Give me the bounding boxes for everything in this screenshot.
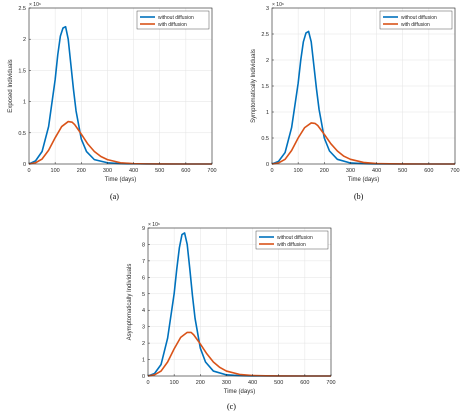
- panel-a-y-tick-label-1: 0.5: [18, 131, 26, 137]
- panel-b-x-tick-label-6: 600: [424, 168, 433, 174]
- panel-c-legend-label-with-diffusion: with diffusion: [277, 242, 306, 248]
- panel-b-y-tick-label-4: 2: [266, 58, 269, 64]
- panel-c-legend-label-without-diffusion: without diffusion: [277, 235, 313, 241]
- panel-b-x-axis-label: Time (days): [348, 177, 379, 183]
- panel-c-y-tick-label-3: 3: [142, 325, 145, 331]
- panel-b-x-tick-label-1: 100: [294, 168, 303, 174]
- panel-a-x-tick-label-6: 600: [181, 168, 190, 174]
- panel-a-x-tick-label-4: 400: [129, 168, 138, 174]
- panel-b-x-tick-label-7: 700: [450, 168, 459, 174]
- panel-caption-c: (c): [227, 402, 236, 411]
- panel-b-y-tick-label-5: 2.5: [261, 32, 269, 38]
- panel-caption-b: (b): [354, 192, 364, 201]
- panel-c-y-tick-label-2: 2: [142, 341, 145, 347]
- panel-c-x-tick-label-0: 0: [146, 380, 149, 386]
- panel-b-y-tick-label-3: 1.5: [261, 84, 269, 90]
- panel-c-y-axis-label: Asymptomatically Individuals: [127, 264, 133, 341]
- panel-b-y-tick-label-0: 0: [266, 162, 269, 168]
- panel-c-x-tick-label-5: 500: [274, 380, 283, 386]
- panel-a-plot-area: [29, 8, 212, 164]
- panel-c-exponent-label: × 10⁶: [148, 222, 160, 228]
- panel-a-x-tick-label-7: 700: [207, 168, 216, 174]
- panel-b-legend-label-with-diffusion: with diffusion: [401, 22, 430, 28]
- panel-a-x-tick-label-0: 0: [27, 168, 30, 174]
- panel-c-y-tick-label-1: 1: [142, 358, 145, 364]
- panel-c-y-tick-label-0: 0: [142, 374, 145, 380]
- panel-c-x-axis-label: Time (days): [224, 389, 255, 395]
- panel-b: 0 100 200 300 400 500 600 700 0 0.5 1 1.5 2 2.5 3× 10⁶…: [251, 2, 460, 183]
- panel-c-axes-box: [147, 227, 332, 377]
- panel-b-y-axis-label: Symptomatically Individuals: [251, 49, 257, 123]
- panel-b-x-tick-label-3: 300: [346, 168, 355, 174]
- panel-c: 0 100 200 300 400 500 600 700 0 1 2 3 4 5 6 7 8 9× 10⁶ Tim…: [127, 222, 336, 395]
- panel-c-x-tick-label-2: 200: [196, 380, 205, 386]
- panel-a-y-tick-label-4: 2: [23, 37, 26, 43]
- panel-b-x-tick-label-5: 500: [398, 168, 407, 174]
- panel-a-y-tick-label-2: 1: [23, 100, 26, 106]
- panel-a-y-axis-label: Exposed Individuals: [8, 59, 14, 112]
- panel-a-x-tick-label-1: 100: [51, 168, 60, 174]
- panel-a: 0 100 200 300 400 500 600 700 0 0.5 1 1.5 2 2.5× 10⁶ T…: [8, 2, 217, 183]
- panel-a-x-tick-label-3: 300: [103, 168, 112, 174]
- panel-c-y-tick-label-7: 7: [142, 259, 145, 265]
- panel-c-y-tick-label-9: 9: [142, 226, 145, 232]
- panel-c-x-tick-label-6: 600: [300, 380, 309, 386]
- panel-b-y-tick-label-6: 3: [266, 6, 269, 12]
- panel-b-x-tick-label-0: 0: [270, 168, 273, 174]
- panel-b-y-tick-label-1: 0.5: [261, 136, 269, 142]
- panel-b-legend-label-without-diffusion: without diffusion: [401, 15, 437, 21]
- panel-c-x-tick-label-4: 400: [248, 380, 257, 386]
- panel-c-x-tick-label-3: 300: [222, 380, 231, 386]
- panel-a-x-tick-label-2: 200: [77, 168, 86, 174]
- panel-c-y-tick-label-6: 6: [142, 275, 145, 281]
- panel-a-y-tick-label-3: 1.5: [18, 68, 26, 74]
- panel-a-y-tick-label-0: 0: [23, 162, 26, 168]
- panel-b-exponent-label: × 10⁶: [272, 2, 284, 8]
- panel-a-exponent-label: × 10⁶: [29, 2, 41, 8]
- panel-a-y-tick-label-5: 2.5: [18, 6, 26, 12]
- panel-caption-a: (a): [110, 192, 119, 201]
- panel-c-x-tick-label-1: 100: [170, 380, 179, 386]
- panel-a-axes-box: [28, 7, 213, 165]
- panel-a-x-axis-label: Time (days): [105, 177, 136, 183]
- panel-b-y-tick-label-2: 1: [266, 110, 269, 116]
- panel-a-legend-label-with-diffusion: with diffusion: [158, 22, 187, 28]
- panel-a-legend-label-without-diffusion: without diffusion: [158, 15, 194, 21]
- panel-c-y-tick-label-8: 8: [142, 242, 145, 248]
- panel-a-x-tick-label-5: 500: [155, 168, 164, 174]
- panel-c-y-tick-label-5: 5: [142, 292, 145, 298]
- panel-b-x-tick-label-2: 200: [320, 168, 329, 174]
- panel-c-plot-area: [148, 228, 331, 376]
- panel-c-y-tick-label-4: 4: [142, 308, 145, 314]
- panel-c-x-tick-label-7: 700: [326, 380, 335, 386]
- panel-b-x-tick-label-4: 400: [372, 168, 381, 174]
